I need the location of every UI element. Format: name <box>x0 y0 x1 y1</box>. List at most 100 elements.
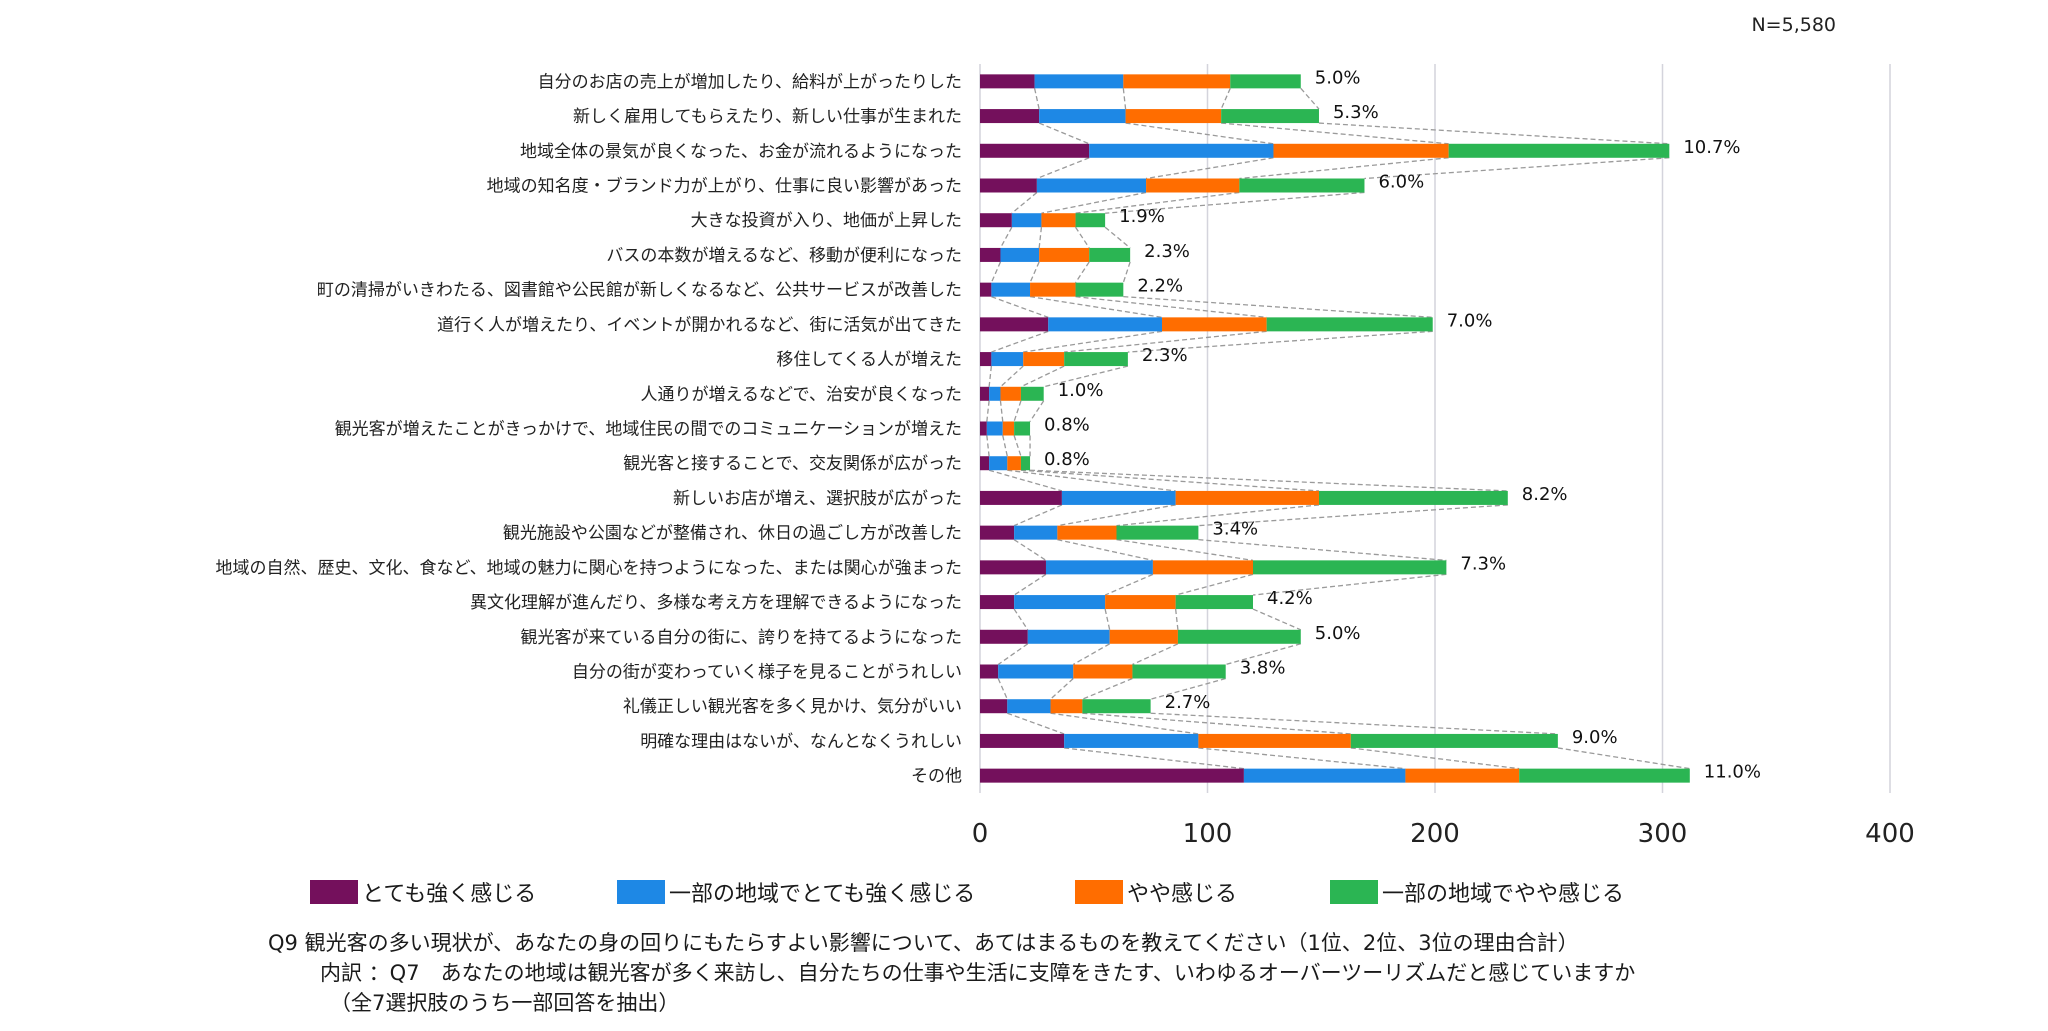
connector-lines <box>986 87 1690 770</box>
category-label: 町の清掃がいきわたる、図書館や公民館が新しくなるなど、公共サービスが改善した <box>317 281 962 301</box>
bar-segment-2 <box>986 421 1003 436</box>
category-label: その他 <box>911 767 962 787</box>
data-label: 2.3% <box>1144 241 1190 262</box>
category-label: バスの本数が増えるなど、移動が便利になった <box>606 246 962 266</box>
data-label: 3.4% <box>1212 519 1258 540</box>
bar-segment-1 <box>980 560 1046 575</box>
connector-line <box>1082 712 1351 735</box>
bars <box>980 74 1690 783</box>
footnote-breakdown: 内訳 ：Q7 あなたの地域は観光客が多く来訪し、自分たちの仕事や生活に支障をきた… <box>320 961 1636 985</box>
connector-line <box>1075 226 1090 249</box>
connector-line <box>991 330 1049 353</box>
data-label: 5.3% <box>1333 102 1379 123</box>
bar-segment-1 <box>980 352 992 367</box>
bar-segment-3 <box>1109 629 1178 644</box>
bar-segment-1 <box>980 629 1028 644</box>
legend-item: 一部の地域でとても強く感じる <box>617 876 975 908</box>
bar-segment-3 <box>1273 143 1449 158</box>
bar-segment-3 <box>1073 664 1133 679</box>
bar-segment-1 <box>980 421 987 436</box>
bar-segment-1 <box>980 213 1012 228</box>
bar-segment-1 <box>980 595 1015 610</box>
connector-line <box>1050 712 1199 735</box>
bar-segment-2 <box>1014 525 1058 540</box>
data-label: 10.7% <box>1683 137 1740 158</box>
connector-line <box>1104 573 1154 596</box>
bar-segment-3 <box>1057 525 1117 540</box>
data-label: 1.9% <box>1119 206 1165 227</box>
connector-line <box>1105 191 1365 214</box>
connector-line <box>1075 261 1090 284</box>
category-label: 地域の知名度・ブランド力が上がり、仕事に良い影響があった <box>487 176 962 197</box>
bar-segment-2 <box>991 352 1024 367</box>
category-label: 道行く人が増えたり、イベントが開かれるなど、街に活気が出てきた <box>437 315 962 335</box>
data-label: 1.0% <box>1058 380 1104 401</box>
bar-segment-1 <box>980 490 1062 505</box>
category-label: 人通りが増えるなどで、治安が良くなった <box>641 385 962 405</box>
bar-segment-2 <box>989 456 1008 471</box>
footnote-question: Q9 観光客の多い現状が、あなたの身の回りにもたらすよい影響について、あてはまる… <box>268 931 1579 955</box>
bar-segment-3 <box>1041 213 1076 228</box>
bar-segment-3 <box>1050 699 1083 714</box>
connector-line <box>1225 643 1301 666</box>
category-label: 自分の街が変わっていく様子を見ることがうれしい <box>572 663 962 683</box>
bar-segment-1 <box>980 456 990 471</box>
footnote-extraction: （全7選択肢のうち一部回答を抽出） <box>330 991 680 1015</box>
bar-segment-2 <box>1039 109 1126 124</box>
bar-segment-2 <box>998 664 1074 679</box>
bar-segment-4 <box>1132 664 1226 679</box>
bar-segment-4 <box>1175 595 1253 610</box>
bar-segment-2 <box>1064 733 1199 748</box>
connector-line <box>1175 609 1179 630</box>
bar-segment-2 <box>1027 629 1110 644</box>
connector-line <box>1252 608 1302 631</box>
connector-line <box>1013 504 1063 527</box>
bar-segment-2 <box>1036 178 1147 193</box>
connector-line <box>1350 747 1520 770</box>
bar-segment-1 <box>980 699 1008 714</box>
connector-line <box>1364 157 1670 180</box>
bar-segment-3 <box>1105 595 1176 610</box>
connector-line <box>1013 573 1047 596</box>
legend-label: やや感じる <box>1127 882 1238 907</box>
legend-swatch <box>617 880 665 904</box>
bar-segment-2 <box>1011 213 1042 228</box>
connector-line <box>1125 122 1274 145</box>
stacked-bar-chart: N=5,580 自分のお店の売上が増加したり、給料が上がったりした新しく雇用して… <box>216 14 1915 849</box>
data-label: 11.0% <box>1704 762 1761 783</box>
bar-segment-1 <box>980 282 992 297</box>
bar-segment-3 <box>1000 386 1021 401</box>
bar-segment-4 <box>1064 352 1128 367</box>
connector-line <box>1145 157 1274 180</box>
connector-line <box>1104 608 1111 630</box>
data-label: 6.0% <box>1378 172 1424 193</box>
bar-segment-1 <box>980 74 1035 89</box>
connector-line <box>1036 157 1090 180</box>
connector-line <box>1104 226 1131 249</box>
connector-line <box>1198 504 1508 527</box>
legend-label: 一部の地域でやや感じる <box>1382 882 1625 907</box>
bar-segment-1 <box>980 525 1015 540</box>
connector-line <box>1239 157 1449 180</box>
connector-line <box>1023 330 1163 353</box>
category-label: 新しく雇用してもらえたり、新しい仕事が生まれた <box>573 107 962 127</box>
connector-line <box>1013 400 1022 422</box>
category-label: 新しいお店が増え、選択肢が広がった <box>673 489 962 509</box>
bar-segment-3 <box>1405 768 1520 783</box>
connector-line <box>1557 747 1690 770</box>
bar-segment-2 <box>989 386 1001 401</box>
bar-segment-2 <box>1045 560 1153 575</box>
connector-line <box>1007 469 1176 492</box>
connector-line <box>1123 295 1433 319</box>
connector-line <box>1252 573 1447 596</box>
data-labels: 5.0% 5.3% 10.7% 6.0% 1.9% 2.3% 2.2% 7.0% 2.3% 1.0… <box>1044 67 1761 782</box>
legend-swatch <box>1075 880 1123 904</box>
data-label: 5.0% <box>1315 623 1361 644</box>
connector-line <box>1041 191 1147 214</box>
legend-item: 一部の地域でやや感じる <box>1330 876 1624 908</box>
connector-line <box>999 400 1004 422</box>
bar-segment-4 <box>1230 74 1301 89</box>
bar-segment-3 <box>1125 109 1222 124</box>
connector-line <box>1011 191 1038 214</box>
legend-label: とても強く感じる <box>362 882 537 907</box>
